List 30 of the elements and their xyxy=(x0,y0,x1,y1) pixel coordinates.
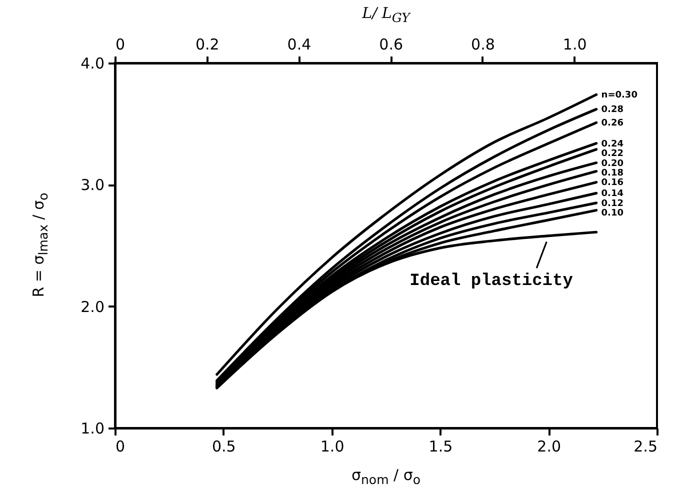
series-label: 0.28 xyxy=(601,105,624,116)
x-tick-label: 1.5 xyxy=(428,438,453,456)
x-axis-title: σ$_{nom}$ / σ$_{o}$ xyxy=(351,466,421,487)
legend-label: Ideal plasticity xyxy=(410,272,573,292)
series-label: 0.22 xyxy=(601,148,624,159)
x2-tick-label: 0.4 xyxy=(287,36,312,54)
x-tick-label: 0.5 xyxy=(212,438,236,456)
series-label: 0.18 xyxy=(601,168,624,178)
x2-tick-label: 0.6 xyxy=(379,36,404,54)
series-label: 0.10 xyxy=(601,208,624,218)
series-label: 0.26 xyxy=(601,118,624,129)
y-tick-label: 1.0 xyxy=(80,420,104,438)
x-tick-label: 2.0 xyxy=(537,438,562,456)
y-tick-label: 2.0 xyxy=(80,298,104,316)
series-label: n=0.30 xyxy=(601,90,638,101)
y-tick-label: 4.0 xyxy=(80,54,104,72)
x2-tick-label: 0 xyxy=(116,36,126,54)
x2-tick-label: 1.0 xyxy=(562,36,587,54)
x2-axis-title: L/ L$_{GY}$ xyxy=(362,4,410,25)
series-label: 0.12 xyxy=(601,198,624,209)
x-tick-label: 2.5 xyxy=(634,438,658,456)
x-tick-label: 0 xyxy=(116,438,126,456)
y-tick-label: 3.0 xyxy=(80,176,104,194)
series-label: 0.24 xyxy=(601,139,624,150)
series-label: 0.16 xyxy=(601,178,624,188)
x2-tick-label: 0.8 xyxy=(471,36,495,54)
x2-tick-label: 0.2 xyxy=(195,36,220,54)
x-tick-label: 1.0 xyxy=(320,438,344,456)
series-label: 0.14 xyxy=(601,189,624,200)
series-label: 0.20 xyxy=(601,158,624,169)
